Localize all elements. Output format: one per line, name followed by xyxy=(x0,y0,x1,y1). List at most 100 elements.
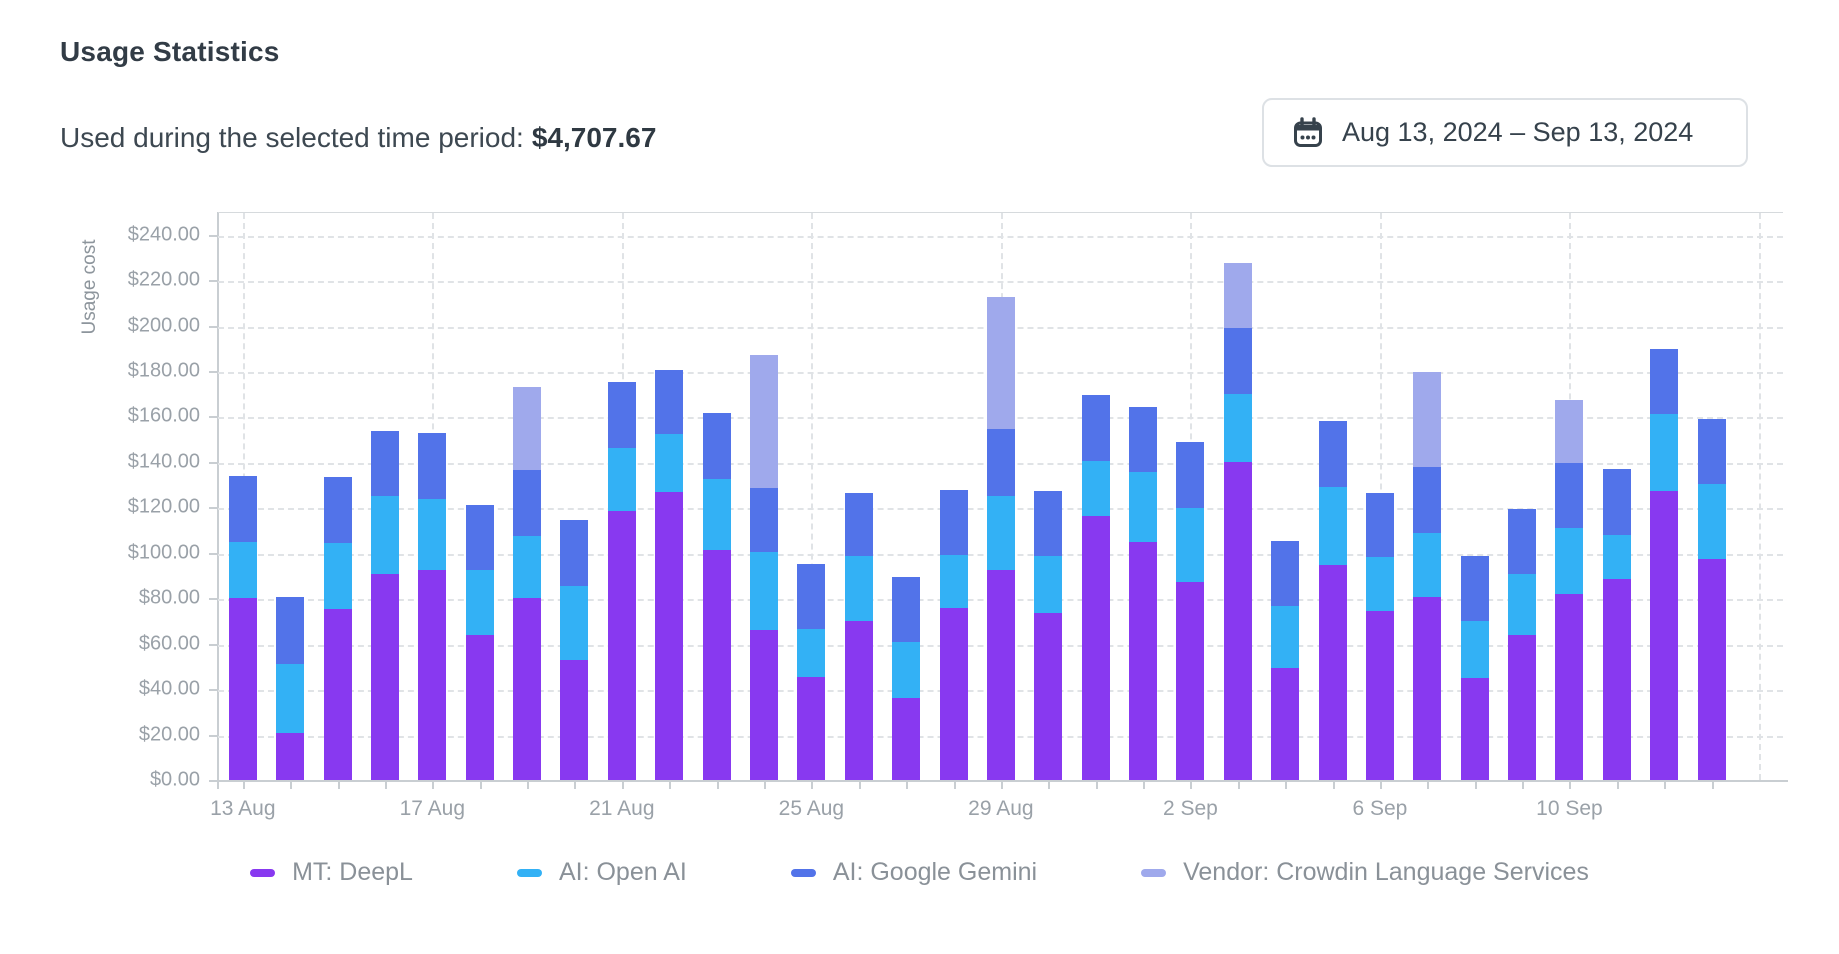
x-tick-mark xyxy=(1616,780,1619,789)
bar-segment xyxy=(1413,372,1442,468)
bar-segment xyxy=(1081,395,1110,462)
bar-segment xyxy=(1555,400,1584,463)
x-tick-mark xyxy=(669,780,672,789)
bar-segment xyxy=(797,676,826,780)
x-tick-mark xyxy=(1237,780,1240,789)
y-tick-mark xyxy=(209,689,218,692)
bar-segment xyxy=(1650,349,1679,415)
bar-9-sep xyxy=(1508,508,1537,780)
bar-segment xyxy=(465,634,494,780)
bar-segment xyxy=(1129,471,1158,543)
bar-segment xyxy=(1223,393,1252,462)
x-tick-mark xyxy=(1569,780,1572,789)
x-tick-label: 10 Sep xyxy=(1536,797,1603,820)
x-tick-mark xyxy=(1048,780,1051,789)
legend-item-vendor-crowdin-language-services[interactable]: Vendor: Crowdin Language Services xyxy=(1141,858,1589,887)
bar-segment xyxy=(844,556,873,621)
bar-segment xyxy=(1034,613,1063,780)
x-tick-mark xyxy=(1000,780,1003,789)
bar-13-sep xyxy=(1697,418,1726,780)
x-tick-mark xyxy=(1285,780,1288,789)
legend-item-ai-google-gemini[interactable]: AI: Google Gemini xyxy=(790,858,1037,887)
bar-segment xyxy=(1555,594,1584,780)
x-tick-label: 17 Aug xyxy=(399,797,466,820)
x-tick-mark xyxy=(384,780,387,789)
bar-segment xyxy=(749,551,778,630)
date-range-picker[interactable]: Aug 13, 2024 – Sep 13, 2024 xyxy=(1262,98,1748,167)
y-tick-label: $0.00 xyxy=(149,768,200,791)
bar-segment xyxy=(844,620,873,780)
y-tick-mark xyxy=(209,552,218,555)
bar-segment xyxy=(655,369,684,435)
bar-segment xyxy=(892,577,921,642)
y-tick-mark xyxy=(209,507,218,510)
bar-segment xyxy=(1318,565,1347,780)
bar-23-aug xyxy=(702,413,731,780)
usage-cost-chart xyxy=(218,212,1783,780)
bar-segment xyxy=(465,504,494,570)
legend-swatch xyxy=(1141,868,1167,877)
y-tick-mark xyxy=(209,371,218,374)
legend-label: AI: Open AI xyxy=(558,858,687,886)
x-tick-mark xyxy=(1379,780,1382,789)
bar-segment xyxy=(607,447,636,511)
chart-legend: MT: DeepL AI: Open AI AI: Google Gemini Ven… xyxy=(0,858,1839,887)
bar-segment xyxy=(749,355,778,488)
bar-segment xyxy=(797,628,826,677)
legend-label: Vendor: Crowdin Language Services xyxy=(1183,858,1589,886)
bar-14-aug xyxy=(276,596,305,780)
bar-2-sep xyxy=(1176,441,1205,780)
bar-segment xyxy=(986,428,1015,496)
bar-segment xyxy=(607,510,636,780)
bar-segment xyxy=(418,569,447,780)
y-tick-mark xyxy=(209,280,218,283)
bar-segment xyxy=(228,476,257,542)
x-tick-mark xyxy=(432,780,435,789)
bar-segment xyxy=(1271,667,1300,780)
x-axis-line xyxy=(210,780,1788,782)
x-tick-mark xyxy=(1522,780,1525,789)
bar-segment xyxy=(560,585,589,661)
bar-segment xyxy=(418,498,447,570)
bar-segment xyxy=(1223,328,1252,394)
x-tick-label: 6 Sep xyxy=(1352,797,1408,820)
x-tick-label: 29 Aug xyxy=(968,797,1034,820)
x-tick-mark xyxy=(290,780,293,789)
bar-17-aug xyxy=(418,432,447,780)
y-tick-label: $40.00 xyxy=(138,677,200,700)
bar-segment xyxy=(1176,507,1205,583)
bar-segment xyxy=(1555,462,1584,528)
bar-segment xyxy=(749,487,778,552)
bar-16-aug xyxy=(370,431,399,780)
bar-segment xyxy=(1413,532,1442,598)
x-tick-mark xyxy=(1664,780,1667,789)
bar-24-aug xyxy=(749,355,778,780)
legend-swatch xyxy=(790,868,816,877)
bar-segment xyxy=(1318,487,1347,566)
h-gridline xyxy=(218,235,1783,238)
x-tick-label: 13 Aug xyxy=(210,797,276,820)
x-tick-label: 21 Aug xyxy=(589,797,655,820)
bar-segment xyxy=(1555,527,1584,595)
legend-item-ai-open-ai[interactable]: AI: Open AI xyxy=(516,858,687,887)
legend-label: MT: DeepL xyxy=(292,858,413,886)
x-tick-mark xyxy=(337,780,340,789)
y-tick-mark xyxy=(209,734,218,737)
legend-item-mt-deepl[interactable]: MT: DeepL xyxy=(250,858,413,887)
bar-segment xyxy=(1081,461,1110,517)
x-tick-mark xyxy=(763,780,766,789)
bar-segment xyxy=(1176,582,1205,780)
bar-segment xyxy=(1460,677,1489,780)
x-tick-mark xyxy=(621,780,624,789)
bar-segment xyxy=(1697,418,1726,484)
bar-segment xyxy=(465,569,494,635)
usage-summary: Used during the selected time period: $4,… xyxy=(60,122,656,154)
x-tick-mark xyxy=(1427,780,1430,789)
y-axis-line xyxy=(217,212,219,789)
bar-segment xyxy=(1508,573,1537,635)
bar-segment xyxy=(1460,620,1489,678)
bar-segment xyxy=(655,434,684,493)
bar-segment xyxy=(986,296,1015,429)
y-tick-mark xyxy=(209,461,218,464)
h-gridline xyxy=(218,281,1783,284)
